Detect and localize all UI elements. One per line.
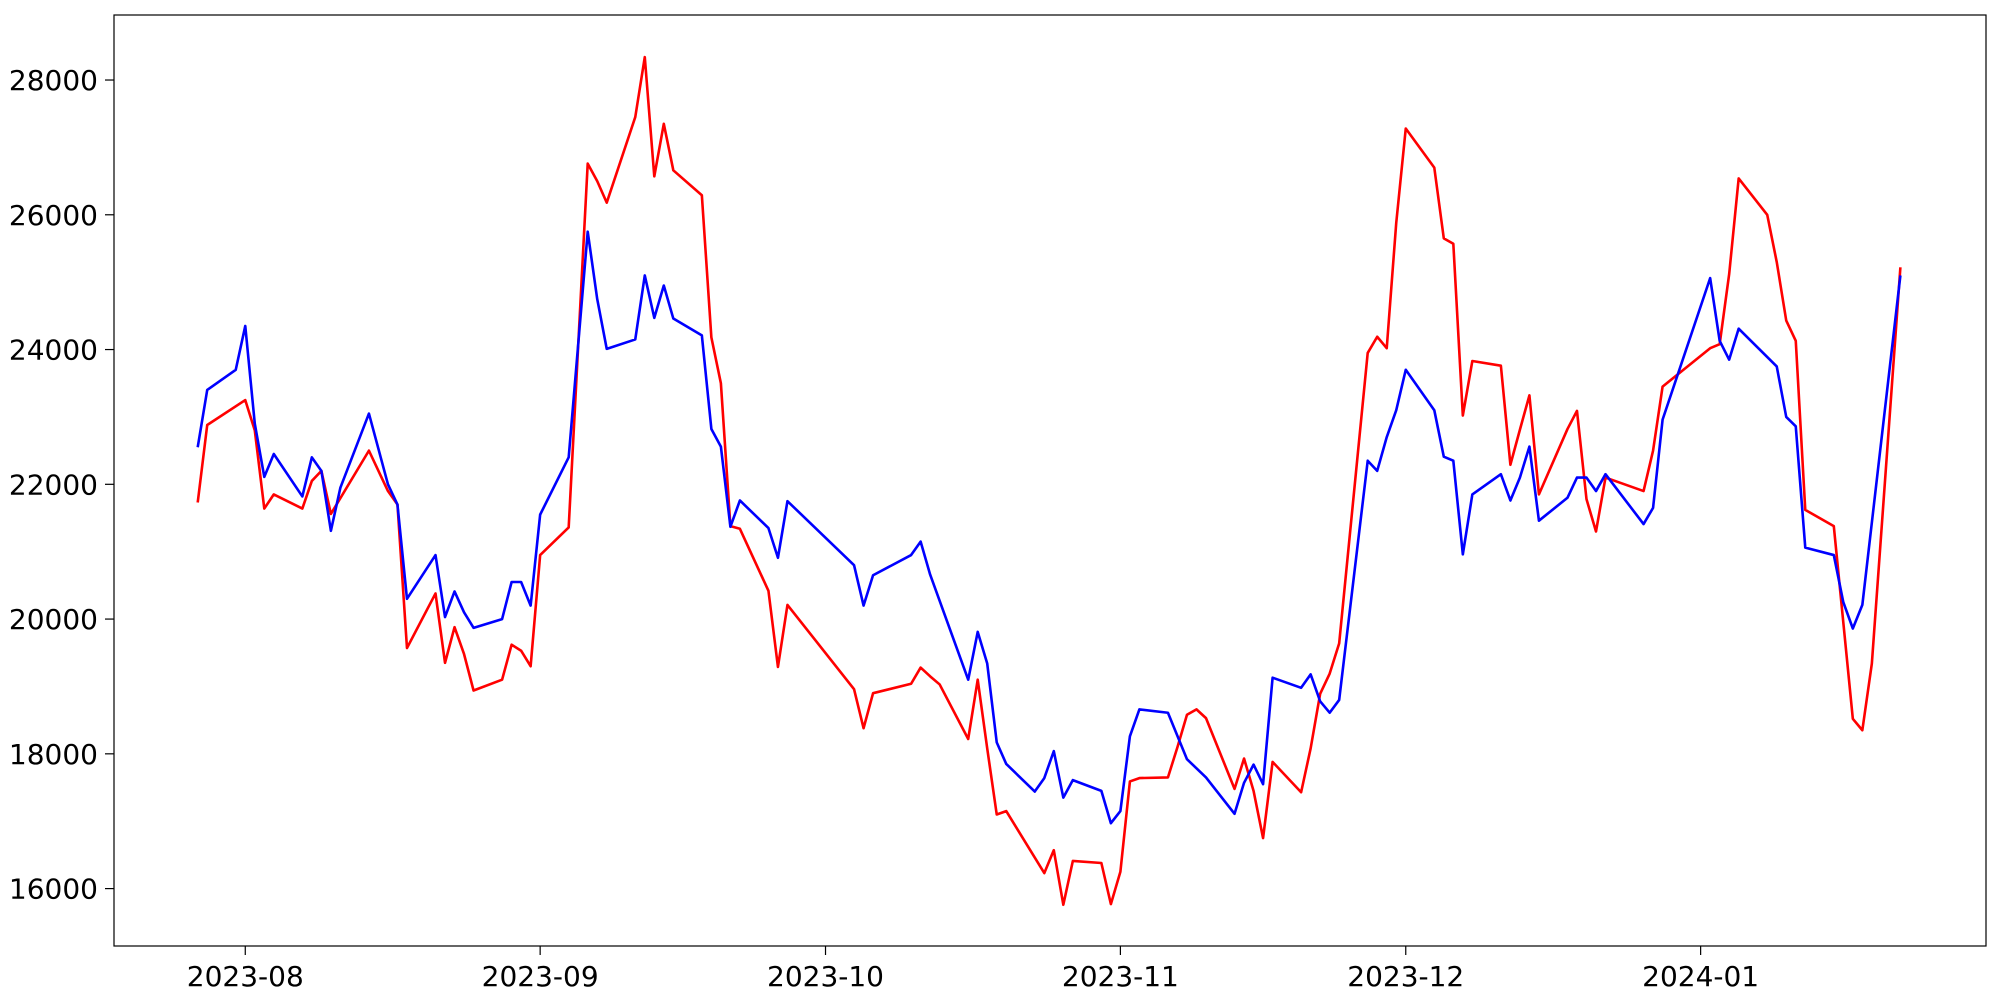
- y-tick-label: 18000: [9, 738, 98, 771]
- x-tick-label: 2023-09: [482, 960, 599, 993]
- x-tick-label: 2023-10: [767, 960, 884, 993]
- plot-frame: [113, 14, 1987, 947]
- y-tick-label: 28000: [9, 64, 98, 97]
- y-tick-label: 22000: [9, 468, 98, 501]
- x-tick-label: 2024-01: [1642, 960, 1759, 993]
- y-tick-label: 26000: [9, 199, 98, 232]
- x-tick-label: 2023-08: [187, 960, 304, 993]
- line-series: [196, 55, 1902, 907]
- y-tick-label: 16000: [9, 873, 98, 906]
- x-tick-label: 2023-11: [1062, 960, 1179, 993]
- y-tick-label: 20000: [9, 603, 98, 636]
- line-series: [196, 230, 1902, 825]
- x-tick-label: 2023-12: [1347, 960, 1464, 993]
- y-tick-label: 24000: [9, 334, 98, 367]
